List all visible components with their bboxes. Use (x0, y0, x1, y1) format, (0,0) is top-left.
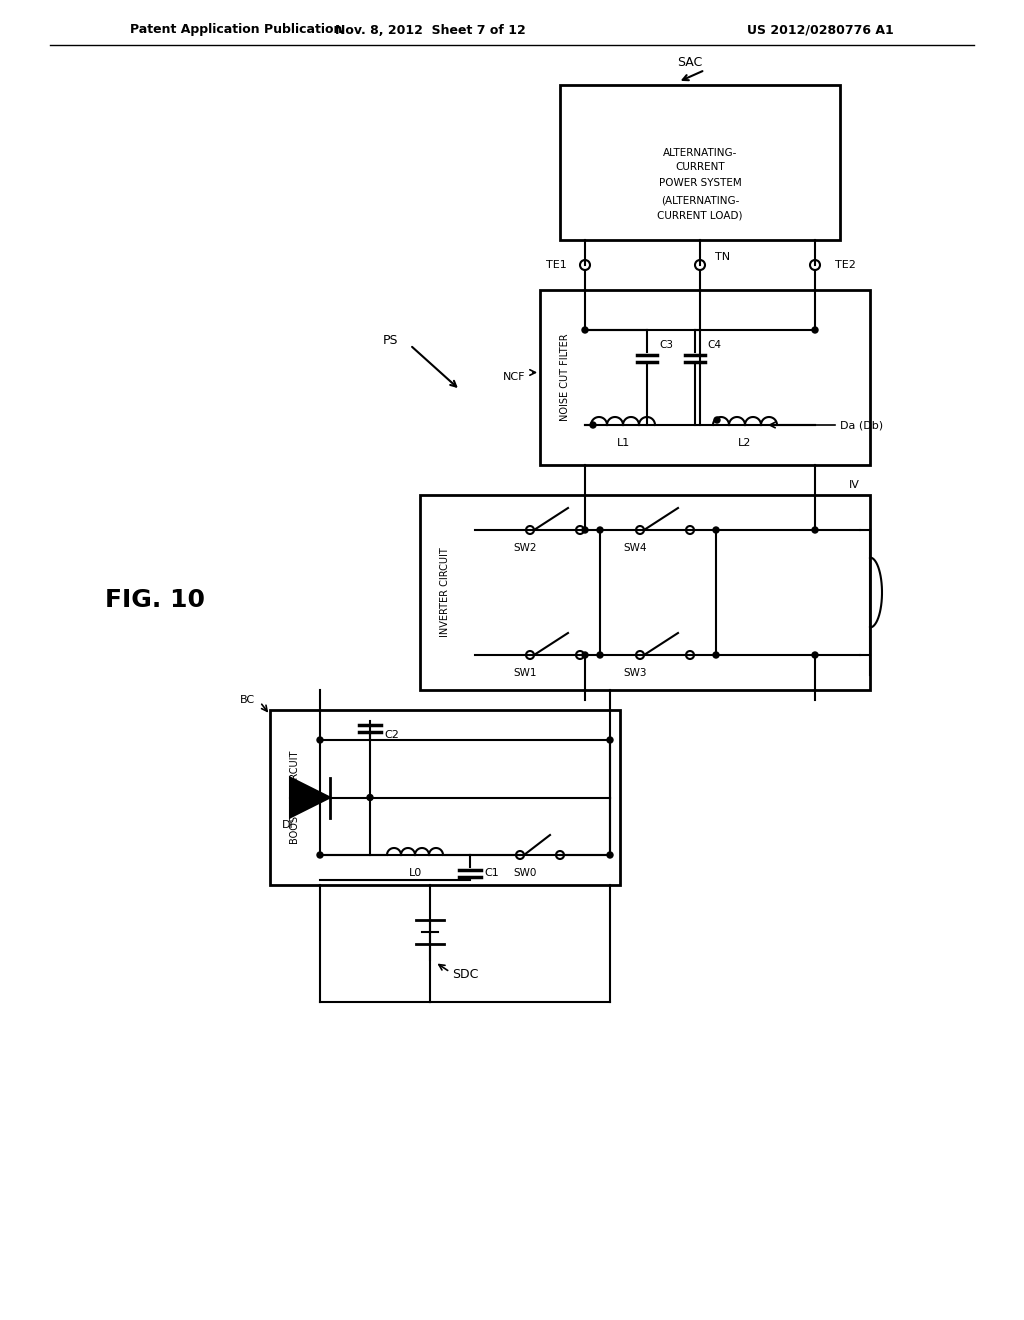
Text: PS: PS (382, 334, 397, 346)
Text: TE1: TE1 (546, 260, 567, 271)
Circle shape (713, 527, 719, 533)
Text: (ALTERNATING-: (ALTERNATING- (660, 195, 739, 206)
Circle shape (607, 851, 613, 858)
Circle shape (367, 795, 373, 800)
Bar (560, 84, 840, 240)
Text: BOOSTING CIRCUIT: BOOSTING CIRCUIT (290, 751, 300, 845)
Text: POWER SYSTEM: POWER SYSTEM (658, 177, 741, 187)
Circle shape (714, 417, 720, 422)
Circle shape (317, 737, 323, 743)
Text: INVERTER CIRCUIT: INVERTER CIRCUIT (440, 548, 450, 638)
Bar (420, 495, 870, 690)
Circle shape (582, 327, 588, 333)
Circle shape (582, 527, 588, 533)
Text: SW1: SW1 (513, 668, 537, 678)
Polygon shape (290, 777, 330, 817)
Text: SW4: SW4 (624, 543, 647, 553)
Text: SAC: SAC (677, 57, 702, 70)
Text: C3: C3 (659, 341, 673, 350)
Circle shape (582, 652, 588, 657)
Text: Da (Db): Da (Db) (840, 420, 883, 430)
Text: BC: BC (240, 696, 255, 705)
Text: NCF: NCF (503, 372, 525, 383)
Text: SDC: SDC (452, 969, 478, 982)
Circle shape (590, 422, 596, 428)
Text: TE2: TE2 (835, 260, 856, 271)
Text: C1: C1 (484, 869, 499, 878)
Text: Patent Application Publication: Patent Application Publication (130, 24, 342, 37)
Text: L2: L2 (738, 438, 752, 447)
Text: TN: TN (715, 252, 730, 261)
Text: IV: IV (849, 480, 860, 490)
Circle shape (607, 737, 613, 743)
Circle shape (713, 652, 719, 657)
Circle shape (597, 652, 603, 657)
Circle shape (812, 652, 818, 657)
Circle shape (812, 327, 818, 333)
Circle shape (597, 527, 603, 533)
Text: SW2: SW2 (513, 543, 537, 553)
Text: L0: L0 (409, 869, 422, 878)
Bar (540, 290, 870, 465)
Text: C4: C4 (707, 341, 721, 350)
Circle shape (812, 527, 818, 533)
Text: CURRENT LOAD): CURRENT LOAD) (657, 210, 742, 220)
Text: SW0: SW0 (513, 869, 537, 878)
Text: CURRENT: CURRENT (675, 162, 725, 173)
Text: C2: C2 (384, 730, 399, 741)
Text: ALTERNATING-: ALTERNATING- (663, 148, 737, 157)
Text: L1: L1 (616, 438, 630, 447)
Text: US 2012/0280776 A1: US 2012/0280776 A1 (746, 24, 893, 37)
Text: FIG. 10: FIG. 10 (105, 587, 205, 612)
Text: Nov. 8, 2012  Sheet 7 of 12: Nov. 8, 2012 Sheet 7 of 12 (335, 24, 525, 37)
Text: SW3: SW3 (624, 668, 647, 678)
Text: Di: Di (283, 821, 294, 830)
Bar (270, 710, 620, 884)
Circle shape (317, 851, 323, 858)
Text: NOISE CUT FILTER: NOISE CUT FILTER (560, 334, 570, 421)
